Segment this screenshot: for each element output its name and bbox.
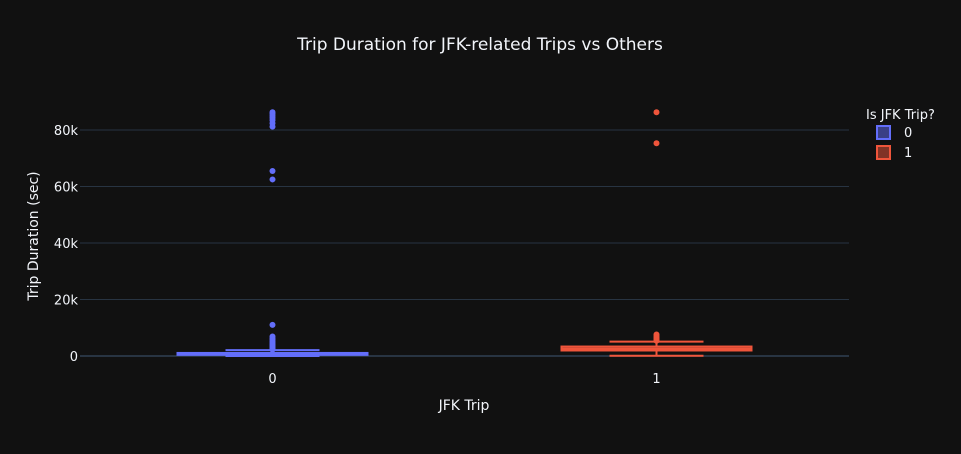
outlier-point[interactable] [653,331,660,338]
x-tick-label: 1 [652,372,660,387]
outlier-point[interactable] [653,109,660,116]
box-trace-1[interactable] [560,109,753,357]
outlier-point[interactable] [269,333,276,340]
outlier-point[interactable] [653,140,660,147]
x-axis-title: JFK Trip [438,398,490,414]
y-tick-label: 40k [54,237,79,252]
y-tick-label: 0 [70,350,78,365]
outlier-point[interactable] [269,321,276,328]
grid [80,129,849,357]
y-tick-label: 60k [54,181,79,196]
outlier-point[interactable] [269,109,276,116]
legend-item-0[interactable]: 0 [876,125,912,141]
axes: 0 20k 40k 60k 80k 0 1 [54,124,661,387]
outlier-point[interactable] [269,167,276,174]
legend-title: Is JFK Trip? [866,108,935,123]
outlier-point[interactable] [269,176,276,183]
legend-swatch [876,125,891,140]
legend-items[interactable]: 01 [876,125,912,161]
y-tick-label: 20k [54,294,79,309]
y-axis-title: Trip Duration (sec) [26,171,42,301]
x-tick-label: 0 [268,372,276,387]
chart-title: Trip Duration for JFK-related Trips vs O… [296,35,663,55]
boxes [176,109,753,357]
legend-label: 1 [904,146,912,161]
legend-item-1[interactable]: 1 [876,145,912,161]
y-tick-label: 80k [54,124,79,139]
legend-label: 0 [904,126,912,141]
box-trace-0[interactable] [176,109,369,357]
legend-swatch [876,145,891,160]
legend[interactable]: Is JFK Trip? 01 [866,108,935,161]
